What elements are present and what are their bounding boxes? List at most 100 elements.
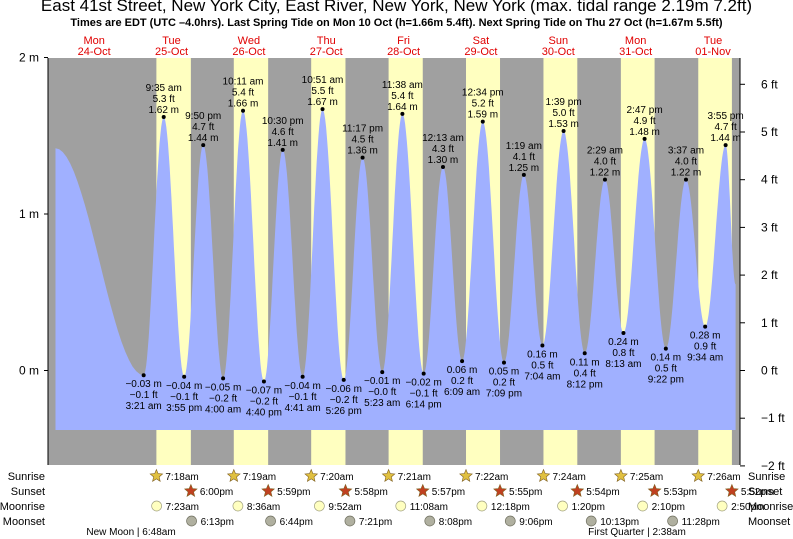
sunset-time: 5:59pm: [277, 487, 310, 498]
high-tide-point: [561, 129, 566, 134]
moonset-time: 8:08pm: [439, 517, 472, 528]
tide-height-m: 1.48 m: [629, 127, 660, 138]
tide-labels: −0.03 m−0.1 ft3:21 am9:35 am5.3 ft1.62 m…: [125, 75, 743, 418]
high-tide-point: [642, 136, 647, 141]
moonrise-icon: [476, 500, 488, 512]
high-tide-point: [201, 143, 206, 148]
moonset-icon: [344, 515, 356, 527]
moonrise-time: 8:36am: [247, 502, 280, 513]
tide-time: 11:17 pm: [342, 124, 383, 135]
tide-time: 3:37 am: [668, 146, 704, 157]
sunrise-time: 7:24am: [552, 472, 585, 483]
low-tide-point: [341, 377, 346, 382]
day-date: 27-Oct: [310, 46, 343, 58]
tide-time: 5:26 pm: [326, 406, 362, 417]
low-tide-point: [300, 374, 305, 379]
low-tide-point: [380, 370, 385, 375]
sunset-icon: [183, 483, 198, 497]
day-date: 31-Oct: [619, 46, 652, 58]
tide-time: 9:35 am: [146, 83, 182, 94]
high-tide-point: [480, 119, 485, 124]
sunrise-icon: [304, 468, 319, 482]
tide-time: 2:29 am: [587, 146, 623, 157]
high-tide-point: [360, 155, 365, 160]
sunrise-icon: [613, 468, 628, 482]
moonrise-icon: [637, 500, 648, 512]
moonrise-time: 1:20pm: [572, 502, 605, 513]
sunset-time: 5:52pm: [741, 487, 774, 498]
tide-time: 12:34 pm: [462, 88, 504, 99]
day-name: Thu: [317, 35, 336, 47]
tide-height-ft: 4.9 ft: [633, 116, 655, 127]
tide-height-ft: 4.7 ft: [192, 122, 214, 133]
sunrise-icon: [381, 468, 396, 482]
sunset-icon: [261, 483, 276, 497]
moonset-time: 7:21pm: [359, 517, 392, 528]
tide-height-ft: −0.2 ft: [330, 395, 358, 406]
row-label-right: Moonset: [748, 516, 790, 528]
tide-height-ft: 4.5 ft: [351, 135, 373, 146]
sunset-icon: [724, 483, 739, 497]
sunrise-icon: [459, 468, 473, 482]
axes: 2 m 1 m 0 m 6 ft 5 ft 4 ft 3 ft 2 ft 1 ft 0 ft −1 …: [19, 35, 785, 473]
tide-time: 10:30 pm: [262, 116, 304, 127]
tide-height-m: 0.24 m: [608, 337, 639, 348]
moonset-time: 10:13pm: [600, 517, 639, 528]
moonrise-icon: [395, 500, 407, 512]
sunrise-icon: [149, 468, 164, 482]
low-tide-point: [621, 330, 626, 335]
tide-time: 8:13 am: [605, 359, 641, 370]
tide-height-ft: 5.4 ft: [391, 91, 413, 102]
sunset-time: 5:55pm: [509, 487, 542, 498]
chart-subtitle: Times are EDT (UTC –4.0hrs). Last Spring…: [70, 17, 723, 29]
low-tide-point: [501, 360, 506, 365]
sunrise-icon: [691, 468, 706, 482]
tide-height-ft: 0.5 ft: [655, 364, 677, 375]
tide-height-m: 1.53 m: [548, 119, 579, 130]
sunset-time: 5:53pm: [664, 487, 697, 498]
chart-frame: [47, 58, 741, 465]
row-label-right: Moonrise: [748, 501, 793, 513]
sunset-icon: [415, 483, 430, 497]
sunrise-time: 7:20am: [320, 472, 353, 483]
high-tide-point: [241, 108, 246, 113]
moonrise-time: 7:23am: [166, 502, 199, 513]
tide-time: 4:40 pm: [246, 407, 282, 418]
right-tick-label: 0 ft: [761, 364, 778, 378]
moonset-icon: [585, 515, 597, 527]
moonrise-icon: [232, 500, 244, 512]
row-label-left: Sunset: [11, 486, 45, 498]
day-date: 28-Oct: [387, 46, 420, 58]
right-tick-label: 4 ft: [761, 173, 778, 187]
tide-time: 6:14 pm: [406, 400, 442, 411]
moon-phase-new-moon: New Moon | 6:48am: [86, 527, 175, 538]
tide-time: 6:09 am: [444, 387, 480, 398]
sunset-icon: [338, 483, 353, 497]
right-tick-label: 5 ft: [761, 125, 778, 139]
day-date: 26-Oct: [232, 46, 265, 58]
tide-time: 1:19 am: [506, 141, 542, 152]
moonrise-icon: [314, 500, 325, 512]
tide-time: 10:51 am: [302, 75, 344, 86]
high-tide-point: [280, 147, 285, 152]
tide-height-ft: −0.2 ft: [209, 393, 237, 404]
sunset-time: 5:54pm: [586, 487, 619, 498]
sunset-time: 5:58pm: [354, 487, 387, 498]
moon-phase-first-quarter: First Quarter | 2:38am: [588, 527, 686, 538]
tide-height-ft: −0.1 ft: [410, 389, 438, 400]
tide-height-ft: −0.1 ft: [170, 392, 198, 403]
day-name: Sat: [473, 35, 490, 47]
tide-height-m: −0.07 m: [246, 385, 282, 396]
moonset-icon: [265, 515, 276, 527]
moonset-icon: [424, 515, 436, 527]
tide-time: 9:50 pm: [185, 111, 221, 122]
day-name: Wed: [238, 35, 260, 47]
moonset-icon: [667, 515, 678, 527]
row-label-left: Moonset: [3, 516, 45, 528]
right-tick-label: −2 ft: [761, 459, 785, 473]
tide-height-m: 1.25 m: [509, 163, 540, 174]
day-date: 30-Oct: [542, 46, 575, 58]
left-tick-label: 2 m: [19, 51, 39, 65]
day-date: 25-Oct: [155, 46, 188, 58]
